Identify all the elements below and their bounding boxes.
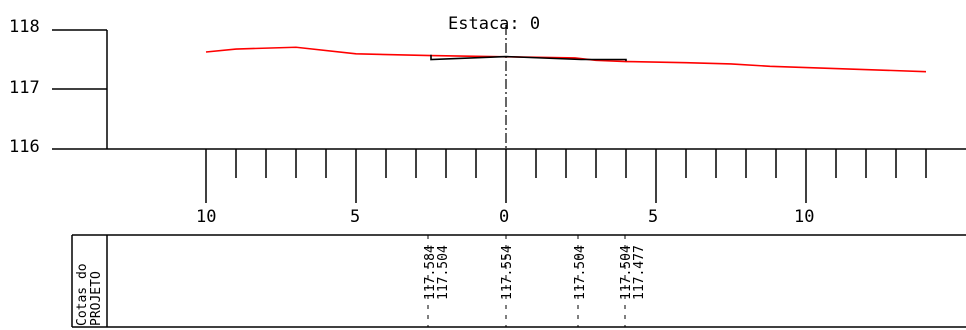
cota-value-6: 117.477 [632, 245, 647, 300]
x-axis-labels: 10 5 0 5 10 [196, 207, 814, 227]
x-tick-label-left-5: 5 [350, 207, 360, 227]
cotas-table: Cotas do PROJETO 117.584 117.504 117.554… [71, 234, 966, 328]
x-tick-label-left-10: 10 [196, 207, 216, 227]
y-tick-label-116: 116 [9, 137, 40, 157]
x-tick-label-right-10: 10 [794, 207, 814, 227]
x-tick-label-right-5: 5 [648, 207, 658, 227]
y-tick-label-117: 117 [9, 78, 40, 98]
y-tick-label-118: 118 [9, 17, 40, 37]
cota-value-4: 117.504 [573, 245, 588, 300]
cota-value-5: 117.504 [619, 245, 634, 300]
x-tick-label-0: 0 [499, 207, 509, 227]
table-label-line2: PROJETO [89, 271, 104, 326]
cota-value-2: 117.504 [436, 245, 451, 300]
station-title: Estaca: 0 [448, 14, 540, 34]
project-line [430, 54, 627, 62]
cota-value-1: 117.584 [423, 245, 438, 300]
table-label-line1: Cotas do [75, 263, 90, 326]
terrain-line [205, 46, 927, 73]
cota-value-3: 117.554 [500, 245, 515, 300]
profile-series [205, 46, 927, 73]
y-axis: 118 117 116 [9, 17, 966, 157]
x-axis-ticks [205, 149, 927, 203]
